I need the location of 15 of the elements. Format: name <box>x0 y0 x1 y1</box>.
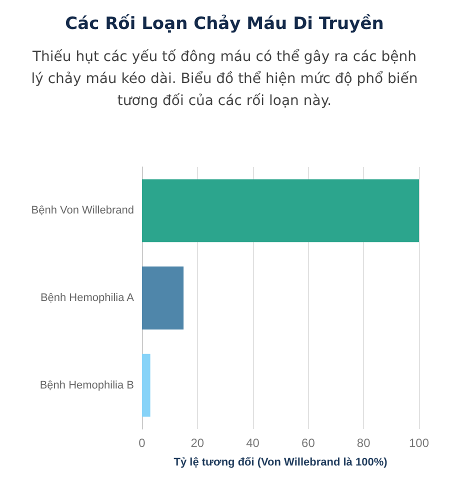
chart-subtitle: Thiếu hụt các yếu tố đông máu có thể gây ra các bệnh lý chảy máu kéo dài. Biểu đồ thể hiện mức độ phổ biến tương đối của các rối loạn này. <box>30 48 419 111</box>
x-axis-title: Tỷ lệ tương đối (Von Willebrand là 100%) <box>174 456 388 468</box>
x-tick-label: 40 <box>246 436 260 450</box>
x-tick-label: 20 <box>190 436 204 450</box>
chart-title: Các Rối Loạn Chảy Máu Di Truyền <box>64 14 385 34</box>
x-tick-label: 80 <box>356 436 371 450</box>
x-tick-label: 0 <box>138 436 146 450</box>
y-tick-label: Bệnh Hemophilia A <box>40 292 135 304</box>
x-tick-label: 60 <box>302 436 316 450</box>
y-tick-label: Bệnh Hemophilia B <box>40 379 134 392</box>
bar <box>142 179 419 242</box>
bar <box>142 354 150 417</box>
x-tick-label: 100 <box>408 436 430 450</box>
bar <box>142 266 184 330</box>
y-tick-label: Bệnh Von Willebrand <box>31 204 134 217</box>
